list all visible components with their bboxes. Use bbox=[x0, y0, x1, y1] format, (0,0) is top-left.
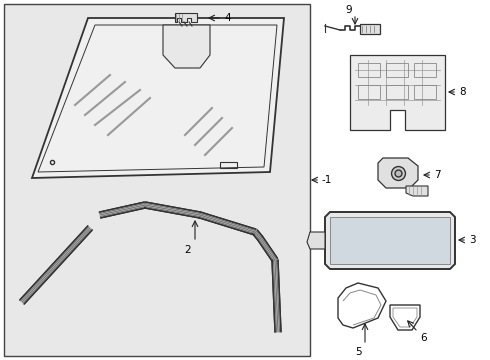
Text: 7: 7 bbox=[434, 170, 441, 180]
Text: 5: 5 bbox=[356, 347, 362, 357]
Polygon shape bbox=[307, 232, 325, 249]
Text: 9: 9 bbox=[345, 5, 352, 15]
Polygon shape bbox=[32, 18, 284, 178]
Text: -1: -1 bbox=[322, 175, 332, 185]
Polygon shape bbox=[406, 186, 428, 196]
Text: 2: 2 bbox=[185, 245, 191, 255]
Polygon shape bbox=[378, 158, 418, 188]
Text: 6: 6 bbox=[420, 333, 427, 343]
Text: 3: 3 bbox=[469, 235, 476, 245]
Polygon shape bbox=[163, 25, 210, 68]
Polygon shape bbox=[350, 55, 445, 130]
Polygon shape bbox=[330, 217, 450, 264]
Polygon shape bbox=[4, 4, 310, 356]
Polygon shape bbox=[175, 13, 197, 22]
Polygon shape bbox=[360, 24, 380, 34]
Text: 8: 8 bbox=[459, 87, 466, 97]
Polygon shape bbox=[325, 212, 455, 269]
Text: 4: 4 bbox=[224, 13, 231, 23]
